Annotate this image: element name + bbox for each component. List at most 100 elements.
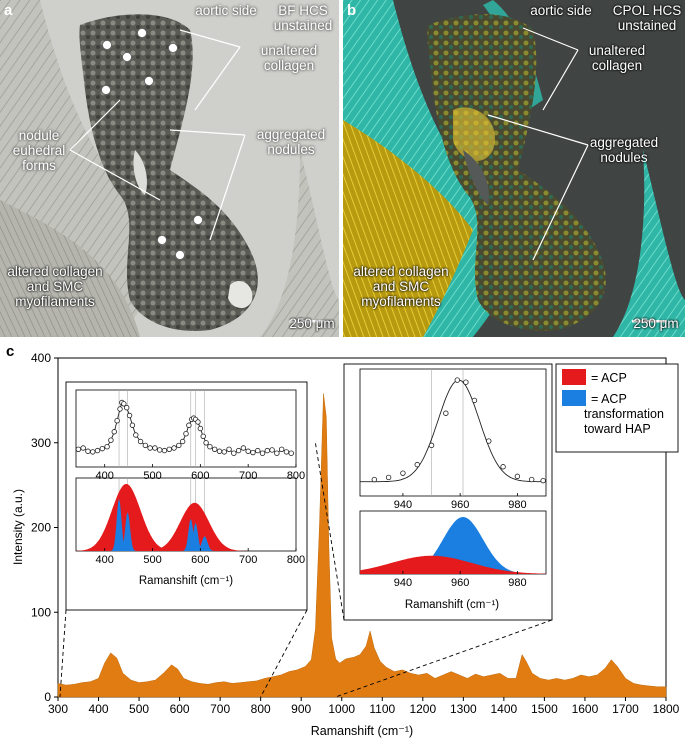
aggregated-nodules-label-a: aggregated nodules [256, 127, 326, 157]
inset2-data-point [528, 476, 535, 483]
main-x-tick-label: 600 [170, 702, 190, 716]
micrograph-panel-a: a aortic side BF HCS unstained unaltered… [0, 0, 339, 337]
main-x-tick-label: 1700 [612, 702, 639, 716]
inset1-data-point [288, 450, 294, 456]
inset1-data-point [195, 419, 201, 425]
inset1-hap-component [76, 498, 296, 551]
inset-x-tick-label: 600 [191, 470, 209, 482]
inset1-data-point [161, 447, 168, 454]
inset2-data-point [471, 397, 478, 404]
inset1-data-point [207, 443, 213, 450]
inset1-data-point [99, 445, 106, 452]
unaltered-collagen-label-a: unaltered collagen [260, 43, 318, 73]
main-x-tick-label: 1000 [328, 702, 355, 716]
aortic-side-label-b: aortic side [530, 3, 592, 18]
inset1-data-point [274, 450, 280, 456]
micrograph-a-image [0, 0, 339, 337]
inset1-data-point [142, 442, 149, 449]
inset1-data-point [197, 425, 204, 432]
inset-x-tick-label: 600 [191, 554, 209, 566]
main-x-axis-label: Ramanshift (cm⁻¹) [311, 724, 413, 738]
main-y-tick-label: 300 [31, 436, 51, 450]
spectrum-area [57, 393, 667, 698]
inset1-data-point [269, 447, 275, 453]
inset2-data-point [428, 442, 435, 449]
inset1-data-point [259, 450, 266, 456]
inset2-data-point [540, 477, 546, 484]
scale-bar-label-b: 250 μm [633, 316, 679, 331]
inset1-data-point [278, 446, 285, 452]
inset-x-tick-label: 980 [508, 577, 526, 589]
legend-acp-hap-line: transformation [584, 407, 664, 421]
inset1-data-point [211, 446, 218, 452]
aggregated-nodules-label-b: aggregated nodules [589, 135, 659, 165]
main-x-tick-label: 400 [89, 702, 109, 716]
inset1-data-point [147, 445, 153, 451]
inset1-data-point [129, 422, 136, 428]
raman-spectrum-chart: c 300 400 500 600 700 800 900 1000 1100 1200 1300 1… [0, 339, 685, 742]
inset1-data-point [108, 437, 114, 443]
inset1-data-point [80, 445, 86, 451]
main-y-tick-label: 400 [31, 351, 51, 365]
inset-x-tick-label: 400 [96, 554, 114, 566]
inset1-data-point [221, 449, 227, 455]
inset1-data-point [117, 406, 123, 412]
main-x-tick-label: 800 [251, 702, 271, 716]
micrograph-b-image [343, 0, 685, 337]
inset1-data-point [104, 443, 110, 450]
inset-x-tick-label: 800 [287, 554, 305, 566]
inset1-data-point [166, 446, 172, 452]
cpol-hcs-unstained-label: CPOL HCS unstained [612, 3, 682, 33]
panel-a-label: a [4, 2, 13, 19]
inset2-data-point [385, 474, 392, 481]
bf-hcs-unstained-label: BF HCS unstained [273, 3, 333, 33]
inset1-data-point [203, 440, 209, 446]
main-x-tick-label: 700 [210, 702, 230, 716]
inset-x-tick-label: 700 [239, 554, 257, 566]
inset1-data-point [123, 404, 130, 411]
inset2-top-frame [359, 368, 547, 497]
inset2-data-point [443, 410, 449, 416]
inset2-acp-component [360, 555, 546, 574]
main-x-tick-label: 1400 [491, 702, 518, 716]
zoom-connector-lines [59, 442, 553, 698]
inset-x-tick-label: 800 [287, 470, 305, 482]
main-y-tick-label: 200 [31, 521, 51, 535]
inset-x-tick-label: 980 [508, 499, 526, 511]
inset1-hap-component [76, 512, 296, 551]
main-y-tick-label: 100 [31, 605, 51, 619]
inset1-data-point [156, 447, 163, 453]
inset-x-tick-label: 700 [239, 470, 257, 482]
micrograph-panel-b: b aortic side CPOL HCS unstained unalter… [343, 0, 685, 337]
inset1-data-point [75, 446, 82, 452]
main-y-tick-label: 0 [44, 690, 51, 704]
inset1-data-point [137, 438, 144, 445]
inset1-data-point [94, 447, 101, 454]
inset1-data-point [90, 449, 96, 455]
inset1-data-point [250, 449, 256, 456]
inset1-data-point [133, 432, 139, 438]
inset1-acp-component [76, 484, 296, 551]
main-x-tick-label: 900 [291, 702, 311, 716]
inset1-data-point [111, 429, 117, 435]
inset2-data-point [414, 461, 420, 468]
main-x-tick-label: 500 [129, 702, 149, 716]
inset-x-tick-label: 940 [394, 577, 412, 589]
main-spectrum-layer: 300 400 500 600 700 800 900 1000 1100 1200 1300 140… [31, 351, 680, 716]
inset-phosphate-960: 940 960 980 940 960 980 Ramanshift (cm⁻¹) [343, 363, 553, 621]
inset2-data-point [500, 464, 506, 470]
legend: = ACP = ACP transformation toward HAP [555, 363, 679, 453]
inset-x-tick-label: 960 [451, 499, 469, 511]
inset2-data-point [463, 379, 469, 385]
inset1-data-point [183, 430, 189, 437]
inset1-top-frame [75, 389, 297, 468]
scale-bar-label-a: 250 μm [289, 316, 335, 331]
inset1-data-point [255, 447, 261, 454]
panel-b-label: b [347, 2, 357, 19]
legend-acp-swatch [562, 369, 586, 385]
inset-phosphate-400-600: 400 500 600 700 800 400 500 600 700 800 Ramanshi… [65, 381, 308, 611]
inset1-data-point [85, 448, 91, 454]
legend-acp-hap-line: toward HAP [584, 422, 651, 436]
main-x-tick-label: 1500 [531, 702, 558, 716]
inset1-data-point [216, 448, 223, 454]
